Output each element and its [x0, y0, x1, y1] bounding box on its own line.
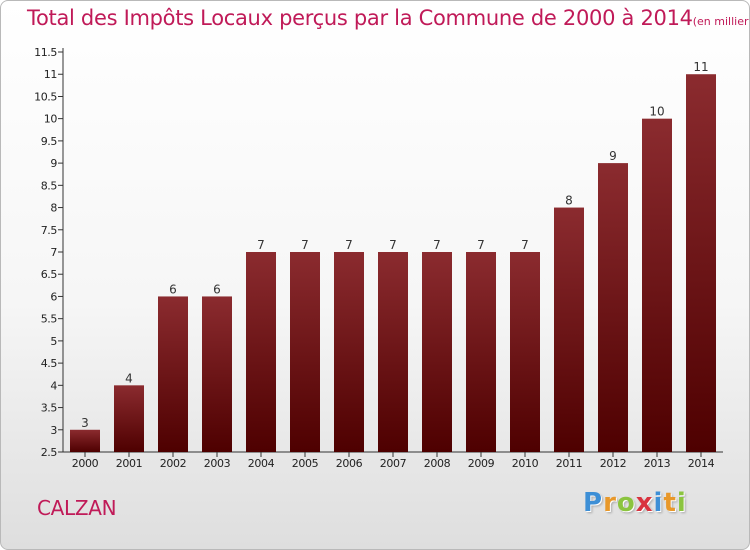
- data-label: 7: [301, 238, 309, 252]
- bar: [422, 252, 452, 452]
- x-tick-label: 2012: [600, 457, 626, 470]
- data-label: 7: [345, 238, 353, 252]
- title-text: Total des Impôts Locaux perçus par la Co…: [27, 6, 693, 30]
- x-tick-label: 2002: [160, 457, 186, 470]
- logo-letter: P: [583, 488, 604, 518]
- x-tick-label: 2010: [512, 457, 539, 470]
- data-label: 7: [521, 238, 529, 252]
- data-label: 9: [609, 149, 617, 163]
- y-tick-label: 11: [44, 68, 57, 81]
- bar: [466, 252, 496, 452]
- x-tick-label: 2004: [248, 457, 275, 470]
- x-tick-label: 2014: [688, 457, 715, 470]
- y-tick-label: 7: [50, 246, 57, 259]
- logo-letter: o: [616, 488, 636, 518]
- bar: [158, 296, 188, 452]
- data-label: 6: [169, 282, 177, 296]
- bar: [510, 252, 540, 452]
- bar: [686, 74, 716, 452]
- logo-letter: r: [603, 488, 617, 518]
- logo-letter: i: [676, 488, 687, 518]
- y-tick-label: 8.5: [41, 179, 58, 192]
- bar: [202, 296, 232, 452]
- bar: [70, 429, 100, 452]
- x-tick-label: 2001: [116, 457, 142, 470]
- data-label: 4: [125, 371, 133, 385]
- bar: [334, 252, 364, 452]
- data-label: 7: [433, 238, 441, 252]
- y-tick-label: 11.5: [34, 46, 57, 59]
- y-tick-label: 5.5: [41, 313, 58, 326]
- x-tick-label: 2007: [380, 457, 407, 470]
- bar: [290, 252, 320, 452]
- x-tick-label: 2000: [72, 457, 99, 470]
- y-tick-label: 7.5: [41, 224, 58, 237]
- bar: [554, 207, 584, 452]
- y-tick-label: 4.5: [41, 357, 58, 370]
- bar: [114, 385, 144, 452]
- y-tick-label: 10.5: [34, 90, 57, 103]
- x-tick-label: 2009: [468, 457, 495, 470]
- data-label: 7: [477, 238, 485, 252]
- y-tick-label: 3: [50, 424, 57, 437]
- bar: [246, 252, 276, 452]
- chart-title: Total des Impôts Locaux perçus par la Co…: [27, 6, 749, 30]
- data-label: 7: [257, 238, 265, 252]
- data-label: 11: [693, 60, 708, 74]
- x-tick-label: 2003: [204, 457, 231, 470]
- x-tick-label: 2006: [336, 457, 363, 470]
- y-tick-label: 8: [50, 202, 57, 215]
- y-tick-label: 2.5: [41, 446, 58, 459]
- data-label: 8: [565, 194, 573, 208]
- unit-note: (en milliers d'€): [692, 15, 749, 28]
- x-tick-label: 2013: [644, 457, 671, 470]
- x-tick-label: 2011: [556, 457, 582, 470]
- data-label: 6: [213, 282, 221, 296]
- bar: [598, 163, 628, 452]
- y-tick-label: 5: [50, 335, 57, 348]
- bar: [378, 252, 408, 452]
- data-label: 7: [389, 238, 397, 252]
- y-tick-label: 6: [50, 290, 57, 303]
- logo-letter: i: [653, 488, 664, 518]
- x-tick-label: 2005: [292, 457, 319, 470]
- bar: [642, 118, 672, 453]
- y-tick-label: 4: [50, 379, 57, 392]
- y-tick-label: 9.5: [41, 135, 58, 148]
- data-label: 3: [81, 416, 89, 430]
- y-tick-label: 3.5: [41, 402, 58, 415]
- x-tick-label: 2008: [424, 457, 451, 470]
- proxiti-logo: Proxiti: [583, 488, 687, 518]
- commune-name: CALZAN: [37, 496, 117, 520]
- logo-letter: t: [663, 488, 677, 518]
- y-tick-label: 6.5: [41, 268, 58, 281]
- data-label: 10: [649, 105, 664, 119]
- y-tick-label: 9: [50, 157, 57, 170]
- logo-letter: x: [635, 488, 654, 518]
- y-tick-label: 10: [44, 113, 58, 126]
